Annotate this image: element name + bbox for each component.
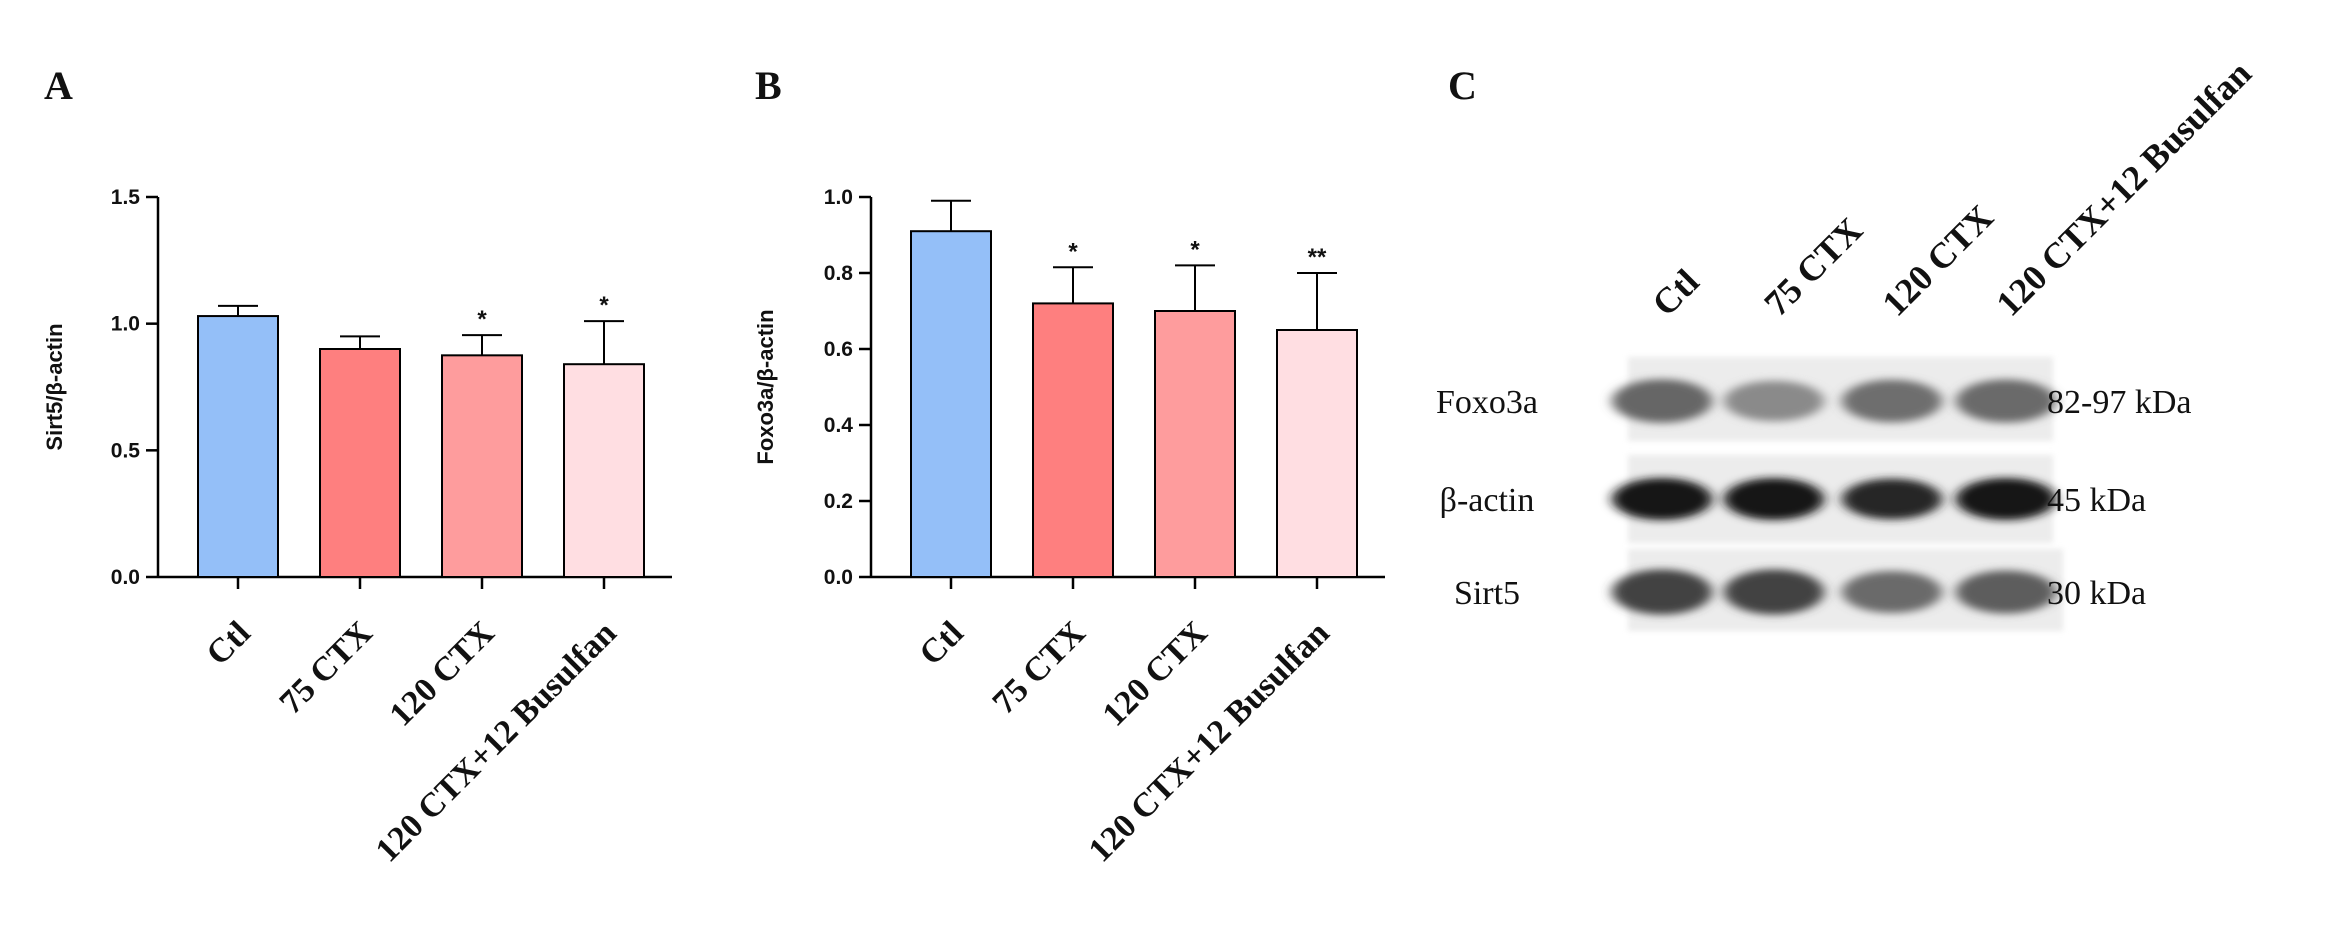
bar: [319, 348, 401, 578]
chart-a: 0.0 0.5 1.0 1.5 Sirt5/β-actin Ctl 75 CTX * 120 C…: [42, 186, 672, 869]
blot-band: [1956, 478, 2056, 520]
significance-marker: *: [1068, 238, 1078, 265]
category-label: 120 CTX+12 Busulfan: [369, 614, 624, 869]
blot-lane-label: 120 CTX: [1874, 197, 2001, 324]
significance-marker: **: [1308, 244, 1327, 271]
blot-lane-label: 120 CTX+12 Busulfan: [1988, 53, 2259, 324]
panel-letter-b: B: [755, 63, 782, 108]
blot-size-label: 30 kDa: [2047, 575, 2146, 612]
y-tick-label: 0.2: [824, 490, 853, 513]
panel-letter-a: A: [44, 63, 73, 108]
blot-size-label: 45 kDa: [2047, 482, 2146, 519]
blot-band: [1956, 570, 2056, 614]
blot-band: [1842, 379, 1942, 423]
blot-band: [1612, 379, 1712, 423]
bar: [197, 315, 279, 578]
blot-band: [1956, 379, 2056, 423]
bar: [1032, 302, 1114, 578]
blot-band: [1842, 571, 1942, 613]
blot-lane-label: Ctl: [1644, 261, 1706, 323]
chart-b: 0.0 0.2 0.4 0.6 0.8 1.0 Foxo3a/β-actin Ctl * 75 C…: [753, 186, 1385, 869]
panel-letter-c: C: [1448, 63, 1477, 108]
y-tick-label: 1.0: [111, 313, 140, 336]
blot-band: [1724, 478, 1824, 520]
significance-marker: *: [1190, 236, 1200, 263]
y-axis-title: Sirt5/β-actin: [42, 323, 67, 450]
y-axis-title: Foxo3a/β-actin: [753, 309, 778, 464]
blot-band: [1724, 569, 1824, 615]
bar: [910, 230, 992, 578]
y-tick-label: 0.4: [824, 414, 854, 437]
y-tick-label: 1.0: [824, 186, 853, 209]
category-label: 120 CTX: [383, 614, 502, 733]
blot-size-label: 82-97 kDa: [2047, 384, 2191, 421]
blot-band: [1724, 380, 1824, 422]
y-tick-label: 0.8: [824, 262, 854, 285]
bar: [1154, 310, 1236, 578]
y-tick-label: 0.0: [111, 566, 140, 589]
bar: [441, 354, 523, 579]
significance-marker: *: [599, 292, 609, 319]
category-label: 75 CTX: [986, 614, 1093, 721]
blot-protein-label: Foxo3a: [1436, 384, 1538, 421]
category-label: 120 CTX+12 Busulfan: [1082, 614, 1337, 869]
bar: [1276, 329, 1358, 578]
bar: [563, 363, 645, 579]
blot-protein-label: β-actin: [1440, 482, 1535, 519]
y-tick-label: 0.6: [824, 338, 853, 361]
y-tick-label: 1.5: [111, 186, 141, 209]
blot-band: [1842, 478, 1942, 520]
y-tick-label: 0.5: [111, 439, 141, 462]
category-label: Ctl: [912, 614, 970, 672]
category-label: Ctl: [199, 614, 257, 672]
blot-lane-label: 75 CTX: [1756, 210, 1870, 324]
blot-band: [1612, 569, 1712, 615]
y-tick-label: 0.0: [824, 566, 853, 589]
category-label: 75 CTX: [273, 614, 380, 721]
category-label: 120 CTX: [1096, 614, 1215, 733]
significance-marker: *: [477, 306, 487, 333]
blot-protein-label: Sirt5: [1454, 575, 1520, 612]
blot-band: [1612, 478, 1712, 520]
